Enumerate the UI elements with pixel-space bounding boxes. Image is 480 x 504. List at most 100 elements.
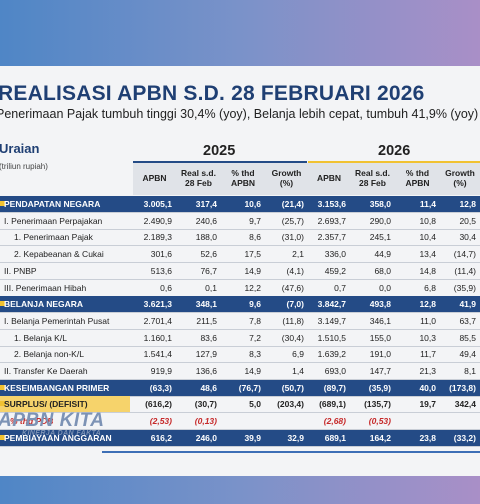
table-row: I. Belanja Pemerintah Pusat 2.701,4 211,5 7…	[0, 313, 480, 329]
table-cell: (33,2)	[453, 432, 476, 443]
row-marker	[0, 201, 5, 206]
table-cell: 2,1	[292, 249, 304, 260]
row-divider	[0, 245, 480, 247]
row-marker	[0, 301, 5, 307]
row-marker	[0, 401, 5, 407]
table-cell: 10,6	[244, 199, 261, 209]
table-cell: 240,6	[195, 215, 217, 226]
table-cell: 6,9	[292, 349, 304, 360]
table-cell: 2.701,4	[143, 315, 172, 326]
table-cell: (4,1)	[286, 265, 304, 276]
table-cell: (30,4)	[281, 332, 304, 343]
table-cell: 20,5	[459, 215, 476, 226]
table-cell: 919,9	[150, 366, 172, 376]
row-divider	[0, 262, 480, 264]
table-cell: 14,8	[419, 265, 436, 276]
table-cell: 12,8	[459, 199, 476, 209]
table-cell: 336,0	[324, 249, 346, 260]
table-cell: (203,4)	[277, 399, 304, 410]
table-cell: 3.621,3	[143, 299, 172, 310]
table-cell: 30,4	[459, 232, 476, 243]
table-row: PEMBIAYAAN ANGGARAN 616,2 246,0 39,9 32,9 689…	[0, 429, 480, 446]
row-divider	[0, 312, 480, 314]
logo-tagline: KINERJA DAN FAKTA	[22, 430, 102, 437]
row-label: III. Penerimaan Hibah	[4, 282, 87, 293]
unit-label: (triliun rupiah)	[0, 162, 48, 171]
table-cell: 1.541,4	[143, 349, 172, 360]
row-label: 2. Belanja non-K/L	[14, 349, 84, 360]
table-cell: (25,7)	[281, 215, 304, 226]
table-cell: 68,0	[374, 265, 391, 276]
table-row: II. Transfer Ke Daerah 919,9 136,6 14,9 1,4 6…	[0, 363, 480, 379]
footer-line	[102, 451, 480, 453]
table-cell: 245,1	[369, 232, 391, 243]
table-cell: 85,5	[459, 332, 476, 343]
row-label: SURPLUS/ (DEFISIT)	[4, 399, 88, 410]
row-label: BELANJA NEGARA	[4, 299, 84, 310]
table-cell: (63,3)	[149, 382, 172, 393]
table-cell: 8,1	[464, 366, 476, 376]
table-cell: 8,3	[249, 349, 261, 360]
table-cell: (31,0)	[281, 232, 304, 243]
table-cell: 0,7	[334, 282, 346, 293]
table-cell: 12,8	[419, 299, 436, 310]
table-cell: 0,6	[160, 282, 172, 293]
table-cell: 136,6	[195, 366, 217, 376]
table-cell: (173,8)	[449, 382, 476, 393]
table-cell: 3.153,6	[317, 199, 346, 209]
row-divider	[0, 362, 480, 364]
table-cell: (11,4)	[454, 265, 476, 276]
table-cell: (0,53)	[368, 416, 391, 427]
table-cell: 1.160,1	[143, 332, 172, 343]
row-divider	[0, 345, 480, 347]
table-cell: 52,6	[200, 249, 217, 260]
surplus-highlight	[0, 396, 130, 413]
table-cell: (89,7)	[323, 382, 346, 393]
table-cell: 342,4	[454, 399, 476, 410]
table-row: I. Penerimaan Perpajakan 2.490,9 240,6 9,7 (…	[0, 213, 480, 229]
table-row: III. Penerimaan Hibah 0,6 0,1 12,2 (47,6) 0,7…	[0, 280, 480, 296]
table-cell: 83,6	[200, 332, 217, 343]
row-label: PEMBIAYAAN ANGGARAN	[4, 432, 112, 443]
table-cell: (2,68)	[323, 416, 346, 427]
table-cell: 14,9	[244, 265, 261, 276]
table-row: 2. Belanja non-K/L 1.541,4 127,9 8,3 6,9 1.63…	[0, 346, 480, 362]
year-2026-header: 2026	[378, 143, 411, 159]
table-cell: (21,4)	[281, 199, 304, 209]
table-cell: 2.490,9	[143, 215, 172, 226]
table-cell: 513,6	[150, 265, 172, 276]
table-cell: 41,9	[459, 299, 476, 310]
table-cell: 63,7	[459, 315, 476, 326]
table-cell: 211,5	[196, 315, 217, 326]
page-subtitle: Penerimaan Pajak tumbuh tinggi 30,4% (yo…	[0, 107, 479, 121]
table-cell: 40,0	[419, 382, 436, 393]
row-divider	[0, 379, 480, 380]
table-cell: (50,7)	[281, 382, 304, 393]
row-label: 1. Penerimaan Pajak	[14, 232, 93, 243]
table-cell: 48,6	[200, 382, 217, 393]
row-label: II. PNBP	[4, 265, 37, 276]
table-cell: 7,2	[249, 332, 261, 343]
table-cell: 346,1	[369, 315, 391, 326]
table-cell: (76,7)	[238, 382, 261, 393]
table-cell: 3.842,7	[317, 299, 346, 310]
table-cell: 10,3	[419, 332, 436, 343]
table-cell: 11,4	[419, 199, 436, 209]
table-cell: 6,8	[424, 282, 436, 293]
table-cell: 2.693,7	[317, 215, 346, 226]
table-cell: 164,2	[369, 432, 391, 443]
table-row: % thd PDB (2,53) (0,13) (2,68) (0,53)	[0, 413, 480, 429]
table-cell: 1.510,5	[317, 332, 346, 343]
table-cell: (11,8)	[282, 315, 304, 326]
table-cell	[440, 413, 476, 429]
table-cell: 17,5	[244, 249, 261, 260]
table-cell: 5,0	[249, 399, 261, 410]
row-label: PENDAPATAN NEGARA	[4, 199, 101, 209]
table-cell: 76,7	[200, 265, 217, 276]
table-cell: 21,3	[419, 366, 436, 376]
column-header: % thd APBN	[230, 167, 256, 188]
table-cell: 10,8	[419, 215, 436, 226]
row-divider	[0, 445, 480, 447]
uraian-header: Uraian	[0, 141, 40, 156]
table-cell: 246,0	[195, 432, 217, 443]
